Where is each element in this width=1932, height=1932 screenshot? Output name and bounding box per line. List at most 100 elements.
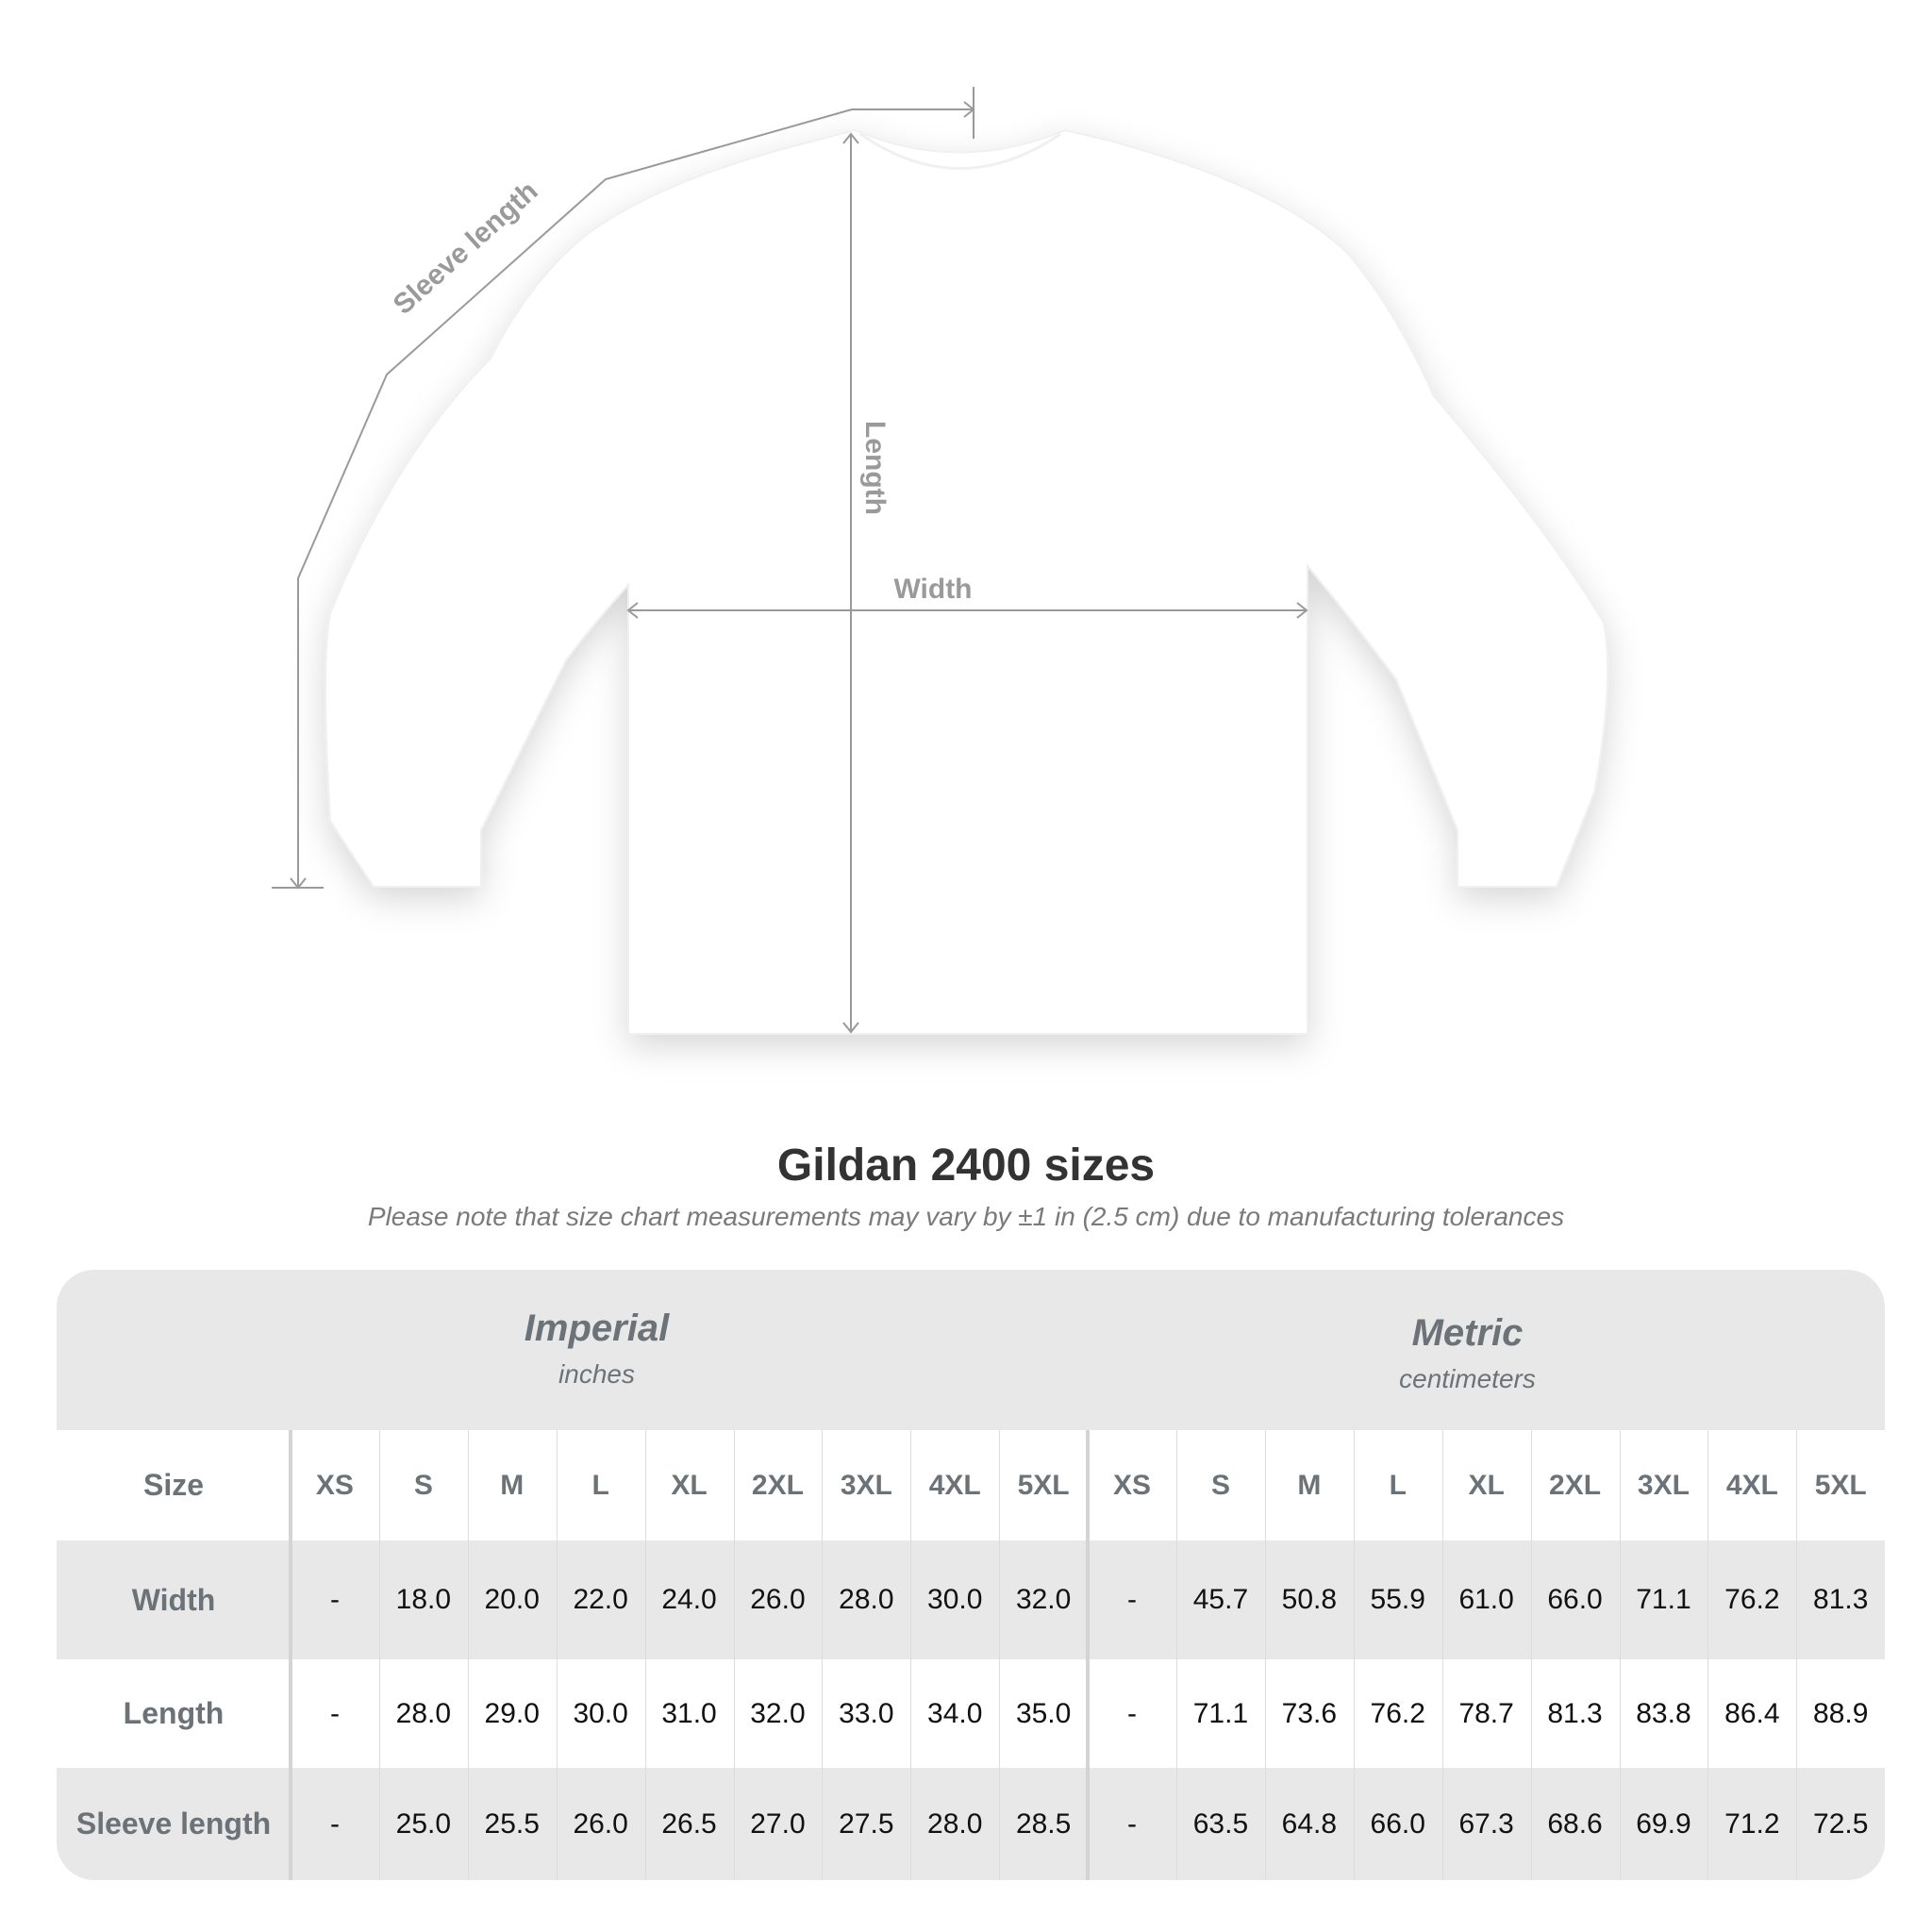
size-chart-table: Imperial inches Metric centimeters Size X… xyxy=(57,1270,1885,1880)
metric-value-cell: 50.8 xyxy=(1281,1584,1338,1615)
metric-value-cell: 64.8 xyxy=(1281,1807,1338,1840)
width-left-arrow-icon xyxy=(626,602,639,619)
shirt-measurement-diagram: Sleeve length Length Width xyxy=(272,87,1609,1035)
size-column-header: XL xyxy=(671,1469,708,1501)
size-column-header: L xyxy=(1389,1469,1407,1501)
column-divider xyxy=(910,1430,912,1880)
imperial-value-cell: 25.5 xyxy=(484,1807,540,1840)
size-column-header: M xyxy=(1297,1469,1322,1501)
row-band xyxy=(57,1768,1885,1880)
tolerance-note: Please note that size chart measurements… xyxy=(367,1202,1565,1231)
metric-value-cell: 88.9 xyxy=(1813,1697,1869,1729)
collar-seam xyxy=(859,132,1061,170)
column-divider xyxy=(289,1430,292,1880)
size-column-header: 3XL xyxy=(1637,1469,1690,1501)
column-divider xyxy=(1264,1430,1266,1880)
imperial-value-cell: 25.0 xyxy=(395,1807,452,1840)
imperial-group-header: Imperial inches xyxy=(198,1307,995,1390)
page-title: Gildan 2400 sizes xyxy=(776,1141,1156,1191)
metric-value-cell: 55.9 xyxy=(1370,1584,1425,1615)
size-column-header: XS xyxy=(315,1469,354,1501)
metric-value-cell: 66.0 xyxy=(1547,1584,1603,1615)
metric-value-cell: 73.6 xyxy=(1281,1697,1338,1729)
metric-value-cell: 61.0 xyxy=(1458,1584,1514,1615)
column-divider xyxy=(1441,1430,1443,1880)
column-divider xyxy=(1176,1430,1177,1880)
width-right-arrow-icon xyxy=(1296,602,1308,619)
row-band xyxy=(57,1541,1885,1659)
imperial-value-cell: 20.0 xyxy=(484,1584,540,1615)
metric-value-cell: 63.5 xyxy=(1192,1807,1249,1840)
column-divider xyxy=(644,1430,646,1880)
metric-value-cell: 71.2 xyxy=(1724,1807,1780,1840)
column-divider xyxy=(1707,1430,1709,1880)
metric-value-cell: 71.1 xyxy=(1636,1584,1691,1615)
column-divider xyxy=(1619,1430,1621,1880)
size-column-header: XS xyxy=(1113,1469,1152,1501)
metric-value-cell: 81.3 xyxy=(1547,1697,1603,1729)
length-label: Length xyxy=(859,421,891,515)
imperial-value-cell: 18.0 xyxy=(395,1584,452,1615)
metric-value-cell: 76.2 xyxy=(1724,1584,1780,1615)
sleeve-length-label: Sleeve length xyxy=(388,175,544,321)
imperial-value-cell: 33.0 xyxy=(839,1697,894,1729)
metric-value-cell: 76.2 xyxy=(1370,1697,1425,1729)
size-column-header: L xyxy=(591,1469,609,1501)
imperial-value-cell: 27.0 xyxy=(750,1807,806,1840)
size-column-header: XL xyxy=(1468,1469,1505,1501)
width-label: Width xyxy=(893,574,972,605)
row-label: Width xyxy=(131,1582,216,1617)
imperial-value-cell: 30.0 xyxy=(573,1697,628,1729)
column-divider xyxy=(378,1430,380,1880)
column-divider xyxy=(1796,1430,1798,1880)
column-divider xyxy=(1353,1430,1355,1880)
column-divider xyxy=(467,1430,469,1880)
imperial-value-cell: - xyxy=(329,1697,340,1729)
size-column-header: 4XL xyxy=(1725,1469,1778,1501)
imperial-value-cell: - xyxy=(329,1807,340,1840)
metric-value-cell: - xyxy=(1127,1697,1138,1729)
imperial-value-cell: 32.0 xyxy=(750,1697,806,1729)
metric-value-cell: 78.7 xyxy=(1458,1697,1514,1729)
length-bottom-arrow-icon xyxy=(842,1022,859,1034)
sleeve-top-arrow-icon xyxy=(963,101,975,118)
metric-value-cell: 45.7 xyxy=(1192,1584,1249,1615)
imperial-value-cell: 31.0 xyxy=(661,1697,717,1729)
imperial-value-cell: 27.5 xyxy=(839,1807,894,1840)
metric-value-cell: 69.9 xyxy=(1636,1807,1691,1840)
imperial-value-cell: 30.0 xyxy=(927,1584,983,1615)
size-header: Size xyxy=(142,1468,205,1502)
imperial-value-cell: 22.0 xyxy=(573,1584,628,1615)
size-column-header: 5XL xyxy=(1017,1469,1070,1501)
column-divider xyxy=(556,1430,558,1880)
metric-value-cell: 68.6 xyxy=(1547,1807,1603,1840)
imperial-unit: inches xyxy=(558,1359,635,1389)
row-label: Length xyxy=(123,1696,225,1730)
imperial-value-cell: 26.0 xyxy=(750,1584,806,1615)
imperial-value-cell: 32.0 xyxy=(1015,1584,1072,1615)
metric-group-header: Metric centimeters xyxy=(1069,1312,1866,1394)
long-sleeve-shirt xyxy=(325,128,1609,1035)
metric-value-cell: 71.1 xyxy=(1192,1697,1249,1729)
length-top-arrow-icon xyxy=(842,132,859,144)
imperial-value-cell: 34.0 xyxy=(927,1697,983,1729)
header-band xyxy=(57,1270,1885,1430)
metric-value-cell: 67.3 xyxy=(1458,1807,1514,1840)
metric-title: Metric xyxy=(1411,1312,1524,1354)
metric-value-cell: 66.0 xyxy=(1370,1807,1425,1840)
imperial-value-cell: - xyxy=(329,1584,340,1615)
column-divider xyxy=(733,1430,735,1880)
imperial-value-cell: 26.0 xyxy=(573,1807,628,1840)
metric-value-cell: 72.5 xyxy=(1813,1807,1869,1840)
size-column-header: S xyxy=(1210,1469,1230,1501)
sleeve-length-line xyxy=(297,108,974,888)
size-column-header: M xyxy=(500,1469,525,1501)
metric-unit: centimeters xyxy=(1399,1364,1536,1393)
column-divider xyxy=(1530,1430,1532,1880)
size-column-header: 2XL xyxy=(1549,1469,1602,1501)
column-divider xyxy=(1086,1430,1091,1880)
imperial-title: Imperial xyxy=(524,1307,670,1349)
column-divider xyxy=(999,1430,1001,1880)
imperial-value-cell: 24.0 xyxy=(661,1584,717,1615)
imperial-value-cell: 35.0 xyxy=(1015,1697,1072,1729)
